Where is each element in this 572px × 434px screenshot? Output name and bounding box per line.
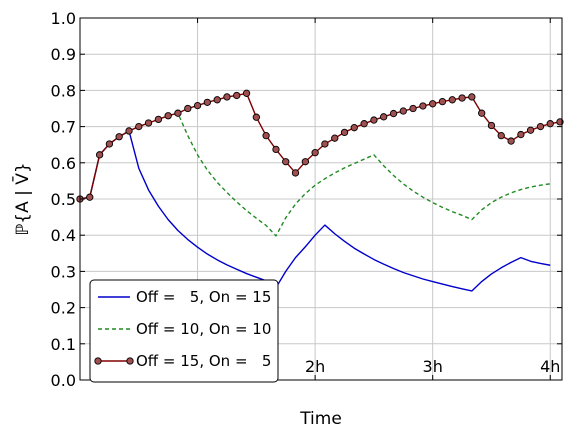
data-point xyxy=(115,133,123,141)
data-point xyxy=(380,113,388,121)
y-tick-label: 0.2 xyxy=(51,299,76,318)
data-point xyxy=(86,193,94,201)
x-tick-label: 2h xyxy=(305,357,325,376)
y-tick-label: 0.6 xyxy=(51,154,76,173)
data-point xyxy=(360,120,368,128)
x-axis-label: Time xyxy=(299,409,342,429)
data-point xyxy=(282,158,290,166)
data-point xyxy=(135,122,143,131)
data-point xyxy=(311,149,319,157)
data-point xyxy=(233,91,241,100)
data-point xyxy=(526,126,535,134)
data-point xyxy=(272,145,280,154)
x-tick-label: 3h xyxy=(423,357,443,376)
data-point xyxy=(458,94,466,102)
data-point xyxy=(105,140,114,148)
data-point xyxy=(164,112,172,120)
y-tick-label: 0.1 xyxy=(51,335,76,354)
data-point xyxy=(448,96,456,104)
y-tick-label: 0.3 xyxy=(51,262,76,281)
data-point xyxy=(517,130,525,139)
data-point xyxy=(536,122,545,131)
data-point xyxy=(223,93,231,101)
data-point xyxy=(331,134,339,142)
y-tick-label: 1.0 xyxy=(51,9,76,28)
data-point xyxy=(507,137,515,145)
y-tick-label: 0.4 xyxy=(51,226,76,245)
data-point xyxy=(478,109,486,117)
legend-marker xyxy=(126,357,134,365)
series-1 xyxy=(79,130,551,292)
data-point xyxy=(291,169,300,177)
series-layer xyxy=(76,89,564,292)
data-point xyxy=(429,100,437,108)
data-point xyxy=(340,128,349,137)
data-point xyxy=(144,119,153,127)
data-point xyxy=(184,104,192,113)
series-line xyxy=(79,112,551,237)
data-point xyxy=(262,131,270,140)
y-tick-label: 0.0 xyxy=(51,371,76,390)
data-point xyxy=(546,120,554,128)
data-point xyxy=(438,97,447,106)
y-tick-label: 0.7 xyxy=(51,118,76,137)
legend-label: Off = 5, On = 15 xyxy=(136,288,271,306)
data-point xyxy=(370,116,378,124)
legend-label: Off = 15, On = 5 xyxy=(136,352,271,370)
x-tick-label: 4h xyxy=(540,357,560,376)
data-point xyxy=(95,151,104,159)
data-point xyxy=(468,93,476,101)
data-point xyxy=(193,101,202,110)
series-line xyxy=(79,92,561,200)
y-axis-label: ℙ{A | V̄} xyxy=(11,162,33,235)
series-3 xyxy=(76,89,564,203)
legend-box xyxy=(89,279,279,383)
data-point xyxy=(154,115,163,124)
data-point xyxy=(203,98,211,106)
axis-ticks: 0.00.10.20.30.40.50.60.70.80.91.01h2h3h4… xyxy=(51,9,562,390)
data-point xyxy=(213,96,221,104)
data-point xyxy=(409,104,417,113)
legend: Off = 5, On = 15 Off = 10, On = 10 Off = 1… xyxy=(89,279,279,383)
y-tick-label: 0.5 xyxy=(51,190,76,209)
data-point xyxy=(350,124,358,132)
data-point xyxy=(497,131,505,140)
data-point xyxy=(487,121,496,130)
data-point xyxy=(252,113,260,121)
data-point xyxy=(399,107,407,115)
data-point xyxy=(389,109,398,118)
data-point xyxy=(242,89,251,97)
data-point xyxy=(419,102,427,110)
data-point xyxy=(301,158,310,166)
data-point xyxy=(125,127,133,135)
data-point xyxy=(321,140,329,148)
legend-label: Off = 10, On = 10 xyxy=(136,320,271,338)
series-2 xyxy=(79,112,551,237)
grid-lines xyxy=(80,18,562,380)
data-point xyxy=(174,109,182,117)
y-tick-label: 0.9 xyxy=(51,45,76,64)
series-line xyxy=(79,130,551,292)
legend-marker xyxy=(94,357,102,365)
y-tick-label: 0.8 xyxy=(51,81,76,100)
